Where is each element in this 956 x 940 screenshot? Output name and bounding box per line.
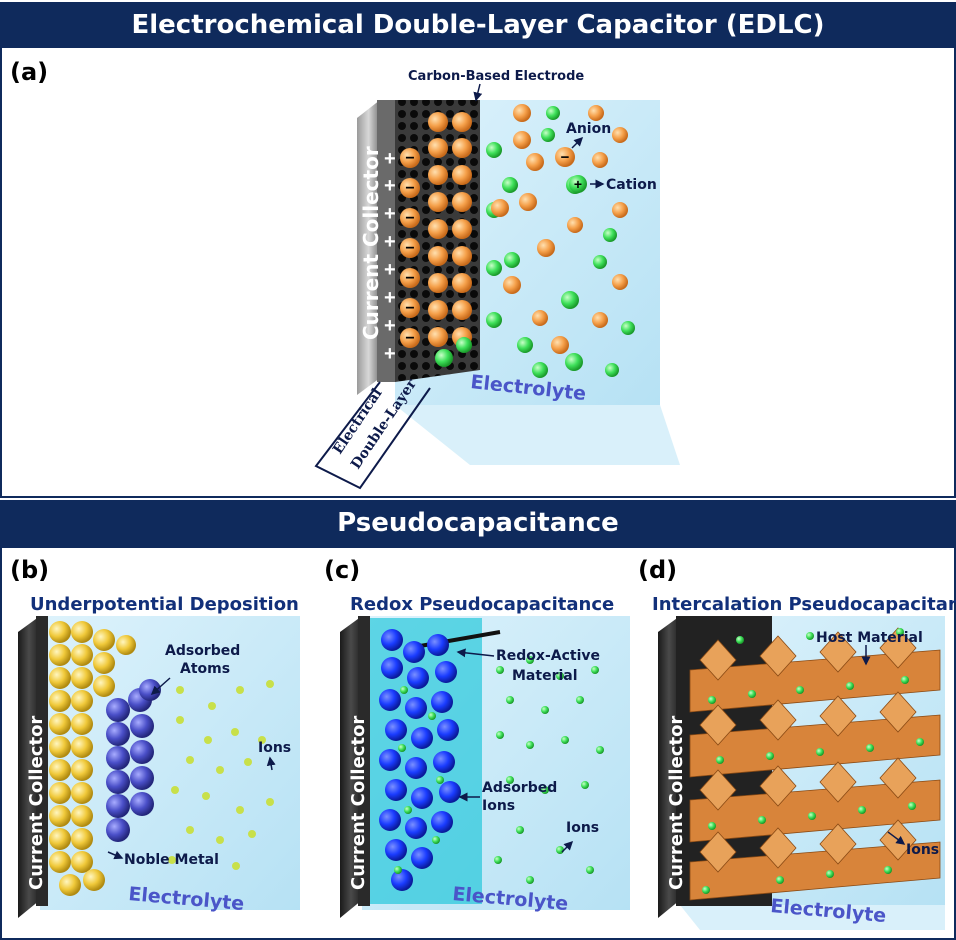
- double-layer-bracket: Electrical Double-Layer: [314, 376, 431, 490]
- redox-illustration: Current Collector Redox-Active Material …: [340, 616, 630, 918]
- edlc-electrolyte-floor: [395, 405, 680, 465]
- panel-letter-d: (d): [638, 556, 678, 584]
- c-ions: [394, 656, 604, 884]
- c-redox-label-line2: Material: [512, 668, 578, 684]
- d-ions: [702, 628, 924, 894]
- b-noble-metal-label: Noble Metal: [124, 852, 219, 868]
- c-current-collector: [340, 616, 362, 918]
- edlc-collector-edge: [377, 100, 395, 382]
- svg-text:−: −: [405, 210, 414, 227]
- svg-text:−: −: [405, 180, 414, 197]
- svg-text:+: +: [384, 259, 396, 281]
- b-current-collector-label: Current Collector: [26, 716, 47, 890]
- svg-text:+: +: [384, 148, 396, 170]
- edlc-current-collector: [357, 100, 380, 395]
- anion-label: Anion: [566, 121, 611, 137]
- b-ions-label: Ions: [258, 740, 291, 756]
- b-adsorbed-label-line2: Atoms: [180, 661, 230, 677]
- d-current-collector-label: Current Collector: [666, 716, 687, 890]
- double-layer-anions: [400, 112, 472, 348]
- carbon-electrode-arrow: [473, 83, 483, 102]
- panel-letter-b: (b): [10, 556, 50, 584]
- title-intercalation-pseudocapacitance: Intercalation Pseudocapacitance: [652, 594, 956, 615]
- b-noble-metal-atoms: [49, 621, 136, 896]
- b-ions: [168, 680, 274, 870]
- c-redox-active-material: [379, 629, 461, 891]
- c-ions-label: Ions: [566, 820, 599, 836]
- pseudocapacitance-banner: Pseudocapacitance: [0, 500, 956, 546]
- svg-text:−: −: [405, 330, 414, 347]
- edlc-current-collector-label: Current Collector: [359, 146, 383, 340]
- pseudo-panel-frame: [0, 546, 956, 940]
- title-redox-pseudocapacitance: Redox Pseudocapacitance: [350, 594, 615, 615]
- d-host-material-layers: [689, 627, 941, 901]
- d-ions-label: Ions: [906, 842, 939, 858]
- svg-text:−: −: [405, 240, 414, 257]
- intercalation-illustration: Current Collector Host Material Ions Ele…: [658, 616, 945, 930]
- svg-text:+: +: [384, 315, 396, 337]
- collector-plus-signs: + + + + + + + +: [384, 148, 396, 365]
- anion-legend-sign: −: [561, 149, 570, 166]
- c-adsorbed-label-line2: Ions: [482, 798, 515, 814]
- d-host-material-label: Host Material: [816, 630, 923, 646]
- b-adsorbed-label-line1: Adsorbed: [165, 643, 240, 659]
- edlc-illustration: + + + + + + + + − − − − − − − Current Co…: [314, 69, 680, 490]
- svg-text:+: +: [384, 203, 396, 225]
- cation-legend-sign: +: [574, 176, 582, 192]
- b-adsorbed-atoms: [106, 679, 161, 842]
- c-redox-label-line1: Redox-Active: [496, 648, 600, 664]
- anion-arrow: [571, 136, 584, 149]
- cation-label: Cation: [606, 177, 657, 193]
- edlc-panel-frame: [0, 46, 956, 498]
- panel-letter-c: (c): [324, 556, 361, 584]
- svg-text:+: +: [384, 231, 396, 253]
- electrolyte-ions: [491, 104, 635, 378]
- cation-legend-icon: [569, 175, 587, 193]
- anion-minus-signs: − − − − − − −: [405, 150, 414, 347]
- svg-text:−: −: [405, 270, 414, 287]
- svg-text:+: +: [384, 175, 396, 197]
- c-current-collector-label: Current Collector: [348, 716, 369, 890]
- panel-letter-a: (a): [10, 58, 49, 86]
- svg-text:−: −: [405, 300, 414, 317]
- c-adsorbed-label-line1: Adsorbed: [482, 780, 557, 796]
- carbon-electrode-label: Carbon-Based Electrode: [408, 69, 584, 84]
- underpotential-illustration: Current Collector Adsorbed Atoms Ions No…: [18, 616, 300, 918]
- edlc-banner: Electrochemical Double-Layer Capacitor (…: [0, 2, 956, 48]
- b-current-collector: [18, 616, 40, 918]
- d-current-collector: [658, 616, 680, 918]
- anion-legend-icon: [555, 147, 575, 167]
- svg-text:−: −: [405, 150, 414, 167]
- svg-text:+: +: [384, 287, 396, 309]
- title-underpotential-deposition: Underpotential Deposition: [30, 594, 299, 615]
- svg-text:+: +: [384, 343, 396, 365]
